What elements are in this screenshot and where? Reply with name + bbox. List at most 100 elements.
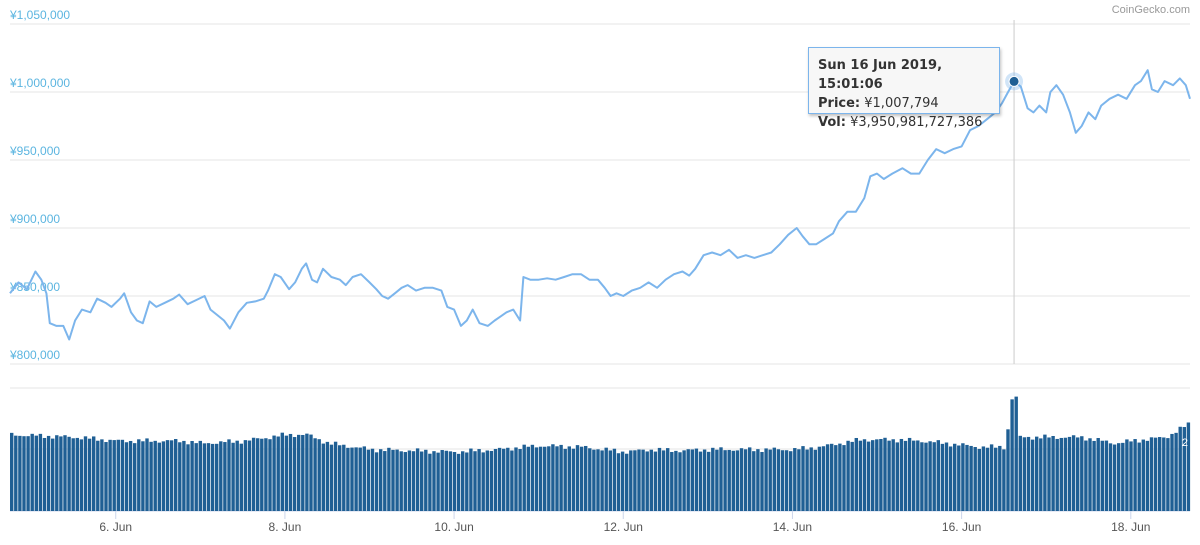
volume-bar — [1039, 438, 1043, 511]
volume-bar — [633, 450, 637, 511]
volume-bar — [399, 451, 403, 511]
volume-bar — [83, 436, 88, 511]
volume-bar — [571, 448, 576, 511]
volume-bar — [953, 443, 957, 511]
volume-bar — [1125, 439, 1129, 511]
volume-bar — [887, 440, 891, 511]
volume-bar — [210, 443, 215, 511]
volume-bar — [969, 445, 973, 511]
volume-bar — [809, 447, 813, 511]
x-tick-label: 8. Jun — [269, 520, 302, 534]
volume-bar — [629, 450, 633, 511]
volume-bar — [264, 438, 268, 511]
volume-bar — [38, 433, 43, 511]
volume-bar — [280, 432, 284, 511]
tooltip-vol-label: Vol: — [818, 115, 846, 130]
volume-bar — [153, 440, 157, 511]
volume-bar — [604, 447, 608, 511]
volume-bar — [641, 449, 645, 511]
volume-bar — [87, 438, 92, 511]
volume-bar — [223, 442, 227, 511]
volume-bar — [1002, 449, 1006, 511]
volume-bar — [612, 448, 617, 511]
volume-bar — [79, 439, 84, 511]
volume-bar — [108, 439, 112, 511]
volume-bar — [104, 442, 108, 511]
volume-bar — [321, 443, 325, 511]
volume-bar — [645, 451, 649, 511]
volume-bar — [522, 444, 526, 511]
volume-bar — [247, 440, 252, 511]
volume-bar — [883, 437, 887, 511]
volume-bar — [481, 452, 485, 511]
volume-bar — [620, 451, 625, 511]
volume-bar — [10, 432, 14, 511]
volume-bar — [1067, 436, 1072, 511]
volume-bar — [141, 441, 145, 511]
volume-bar — [260, 438, 264, 511]
volume-bar — [1088, 438, 1092, 511]
volume-bar — [145, 438, 149, 511]
volume-bar — [178, 442, 182, 511]
volume-bar — [862, 439, 867, 511]
volume-bar — [674, 450, 678, 511]
volume-bar — [465, 452, 469, 511]
volume-bar — [407, 450, 412, 511]
volume-bar — [789, 451, 793, 511]
volume-bar — [1153, 437, 1158, 511]
volume-bar — [30, 433, 34, 511]
volume-bar — [272, 435, 276, 511]
volume-bar — [1149, 437, 1154, 511]
volume-bar — [957, 445, 961, 511]
volume-bar — [879, 438, 883, 511]
volume-bar — [169, 440, 174, 511]
volume-bar — [547, 446, 551, 511]
credit-link[interactable]: CoinGecko.com — [1111, 4, 1190, 16]
gridlines — [10, 23, 1190, 512]
volume-bar — [473, 451, 477, 511]
volume-bar — [575, 445, 580, 511]
volume-bar — [871, 440, 875, 511]
volume-bar — [661, 450, 666, 511]
price-line — [9, 69, 1191, 341]
volume-bar — [768, 449, 772, 511]
volume-bar — [313, 438, 317, 511]
volume-bar — [251, 437, 256, 511]
volume-bar — [22, 436, 26, 511]
x-tick-label: 10. Jun — [434, 520, 473, 534]
volume-bar — [653, 451, 658, 511]
volume-bar — [989, 444, 994, 511]
volume-bar — [1047, 437, 1051, 511]
volume-bar — [1117, 443, 1121, 511]
y-tick-label: ¥900,000 — [9, 212, 60, 226]
volume-bar — [903, 440, 908, 511]
volume-bar — [395, 449, 399, 511]
volume-bar — [346, 447, 350, 511]
volume-bar — [948, 446, 953, 511]
volume-bar — [268, 439, 272, 511]
volume-bar — [719, 447, 723, 511]
volume-bar — [411, 451, 416, 511]
volume-bar — [514, 447, 518, 511]
volume-bar — [895, 442, 899, 511]
volume-bar — [1043, 434, 1047, 511]
volume-bar — [825, 444, 830, 511]
volume-bar — [518, 449, 522, 511]
volume-bar — [317, 439, 321, 511]
volume-bar — [137, 439, 141, 511]
volume-bar — [510, 450, 514, 511]
volume-bar — [305, 433, 309, 511]
volume-bar — [493, 448, 498, 511]
volume-bar — [1182, 427, 1186, 511]
volume-bar — [1121, 442, 1125, 511]
volume-bar — [1014, 396, 1018, 511]
volume-bar — [428, 453, 432, 511]
x-tick-label: 12. Jun — [604, 520, 643, 534]
volume-bar — [756, 449, 760, 511]
x-tick-label: 6. Jun — [99, 520, 132, 534]
volume-bar — [817, 446, 822, 511]
volume-bar — [96, 440, 100, 511]
volume-bar — [686, 449, 690, 511]
volume-bar — [764, 448, 768, 511]
